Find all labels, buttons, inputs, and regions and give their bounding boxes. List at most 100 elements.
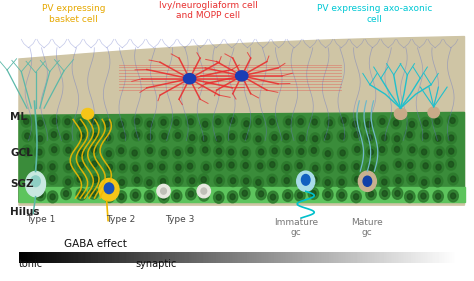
Text: tonic: tonic [19,259,43,269]
Ellipse shape [50,176,55,182]
Ellipse shape [79,162,84,168]
Ellipse shape [216,194,221,200]
Ellipse shape [284,165,289,171]
Ellipse shape [175,150,181,156]
Ellipse shape [22,145,32,157]
Ellipse shape [145,118,155,130]
Ellipse shape [378,162,388,174]
Ellipse shape [420,130,431,142]
Ellipse shape [379,132,390,144]
Ellipse shape [187,175,197,187]
Ellipse shape [173,161,183,173]
Ellipse shape [117,176,127,188]
Ellipse shape [296,146,306,157]
Ellipse shape [421,149,427,155]
Ellipse shape [436,193,441,199]
Text: PV expressing axo-axonic
cell: PV expressing axo-axonic cell [317,4,432,24]
Ellipse shape [188,119,193,125]
Ellipse shape [377,115,388,127]
Ellipse shape [116,145,127,157]
Ellipse shape [241,118,252,130]
Ellipse shape [393,120,399,126]
Ellipse shape [173,147,183,158]
Ellipse shape [311,191,316,196]
Ellipse shape [21,115,31,127]
Text: Hilus: Hilus [10,207,40,217]
Ellipse shape [310,116,320,128]
Ellipse shape [298,119,303,124]
Ellipse shape [120,133,126,139]
Ellipse shape [175,177,181,183]
Ellipse shape [299,135,304,141]
Ellipse shape [227,131,237,142]
Ellipse shape [337,130,347,142]
Ellipse shape [436,164,441,170]
Text: Mature
gc: Mature gc [352,218,383,237]
Ellipse shape [117,161,128,173]
Ellipse shape [404,129,415,141]
Ellipse shape [339,192,344,198]
Ellipse shape [214,145,224,157]
Ellipse shape [391,117,401,129]
Ellipse shape [89,144,99,156]
Ellipse shape [90,174,100,185]
Ellipse shape [322,177,333,189]
Ellipse shape [161,119,166,125]
Ellipse shape [77,176,82,182]
Ellipse shape [450,176,456,182]
Ellipse shape [63,144,73,156]
Ellipse shape [35,117,46,129]
Ellipse shape [367,135,373,140]
Ellipse shape [160,178,165,184]
Ellipse shape [309,144,319,156]
Ellipse shape [130,162,141,174]
Ellipse shape [285,148,291,154]
Ellipse shape [216,148,221,154]
Ellipse shape [295,189,305,201]
Ellipse shape [363,176,372,186]
Ellipse shape [76,117,86,129]
Ellipse shape [322,131,332,142]
Ellipse shape [229,162,234,168]
Ellipse shape [358,171,376,191]
Ellipse shape [300,179,305,185]
Ellipse shape [92,161,97,167]
Ellipse shape [282,162,292,173]
Ellipse shape [217,178,222,183]
Ellipse shape [366,188,376,200]
Ellipse shape [325,117,335,129]
Ellipse shape [89,158,100,170]
Ellipse shape [423,133,428,139]
Ellipse shape [201,177,206,183]
Ellipse shape [365,132,375,144]
Ellipse shape [379,176,390,188]
Ellipse shape [62,116,73,128]
Ellipse shape [380,147,385,153]
Ellipse shape [270,162,275,167]
Ellipse shape [175,133,181,139]
Ellipse shape [144,177,155,189]
Ellipse shape [395,191,400,196]
Ellipse shape [325,192,330,198]
Ellipse shape [90,130,100,142]
Text: GCL: GCL [10,148,33,158]
Ellipse shape [65,119,70,125]
Ellipse shape [325,151,330,157]
Ellipse shape [66,164,71,170]
Ellipse shape [354,132,359,138]
Ellipse shape [116,191,127,203]
Ellipse shape [393,158,404,170]
Ellipse shape [394,108,407,119]
Ellipse shape [129,147,140,159]
Ellipse shape [25,133,30,139]
Ellipse shape [337,147,348,159]
Ellipse shape [76,189,87,200]
Ellipse shape [256,146,266,158]
Ellipse shape [161,150,166,156]
Ellipse shape [61,188,71,200]
Ellipse shape [382,191,387,196]
Ellipse shape [255,160,265,172]
Ellipse shape [22,130,33,142]
Ellipse shape [354,194,359,200]
Ellipse shape [243,133,248,139]
